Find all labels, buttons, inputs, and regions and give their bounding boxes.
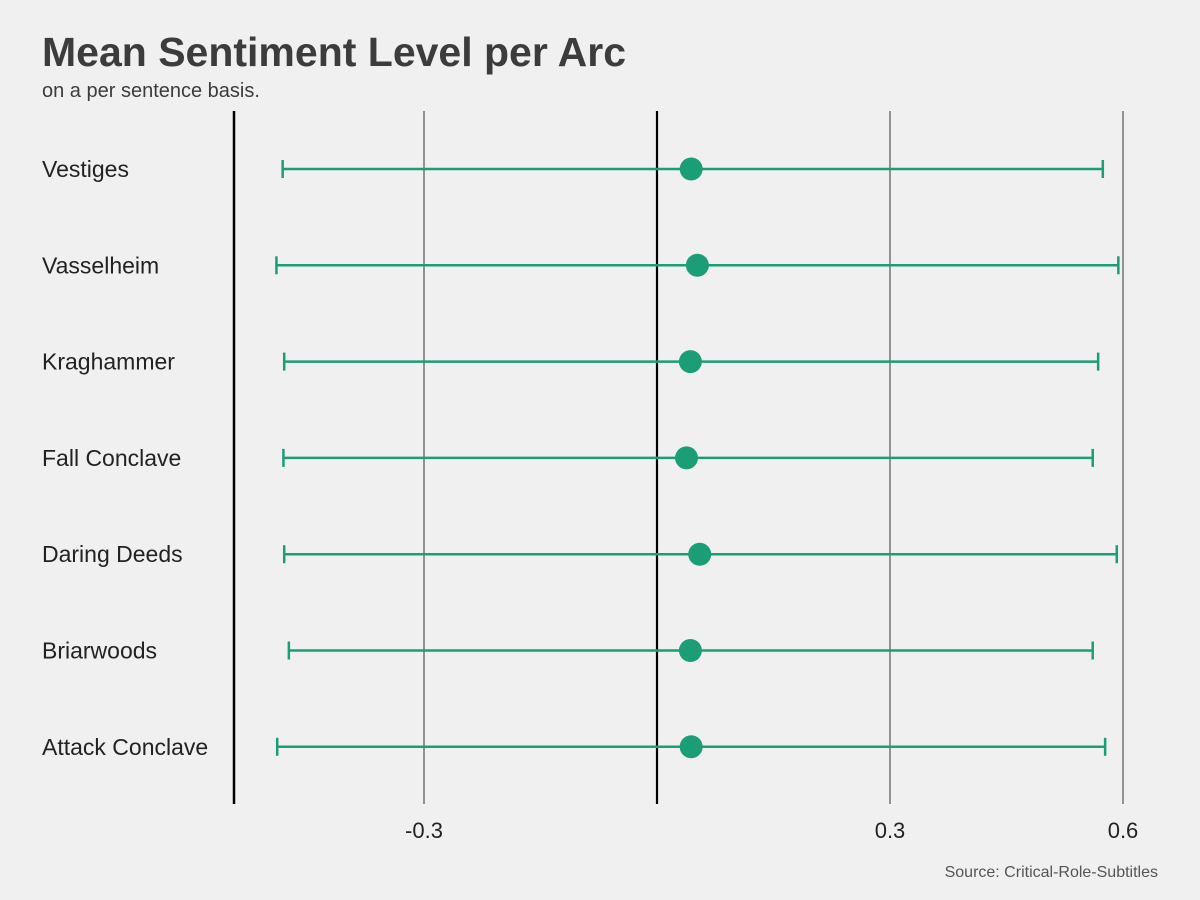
x-tick-labels: -0.3 0.3 0.6 — [405, 818, 1138, 843]
x-tick-label: -0.3 — [405, 818, 443, 843]
category-label: Briarwoods — [42, 638, 157, 664]
mean-point — [678, 639, 702, 662]
chart-subtitle: on a per sentence basis. — [42, 80, 260, 102]
mean-point — [679, 735, 703, 759]
category-label: Vasselheim — [42, 252, 159, 278]
chart-title: Mean Sentiment Level per Arc — [42, 29, 626, 75]
error-bars — [275, 157, 1120, 759]
category-label: Kraghammer — [42, 349, 175, 375]
mean-point — [678, 350, 702, 374]
mean-point — [688, 542, 712, 566]
category-label: Vestiges — [42, 156, 129, 182]
category-label: Fall Conclave — [42, 445, 181, 471]
mean-point — [685, 253, 709, 277]
mean-point — [675, 446, 699, 470]
mean-point — [679, 157, 703, 181]
source-note: Source: Critical-Role-Subtitles — [945, 864, 1158, 881]
x-tick-label: 0.3 — [875, 818, 906, 843]
category-label: Daring Deeds — [42, 541, 183, 567]
x-tick-label: 0.6 — [1108, 818, 1139, 843]
category-label: Attack Conclave — [42, 734, 208, 760]
category-labels: Vestiges Vasselheim Kraghammer Fall Conclav… — [42, 156, 208, 760]
